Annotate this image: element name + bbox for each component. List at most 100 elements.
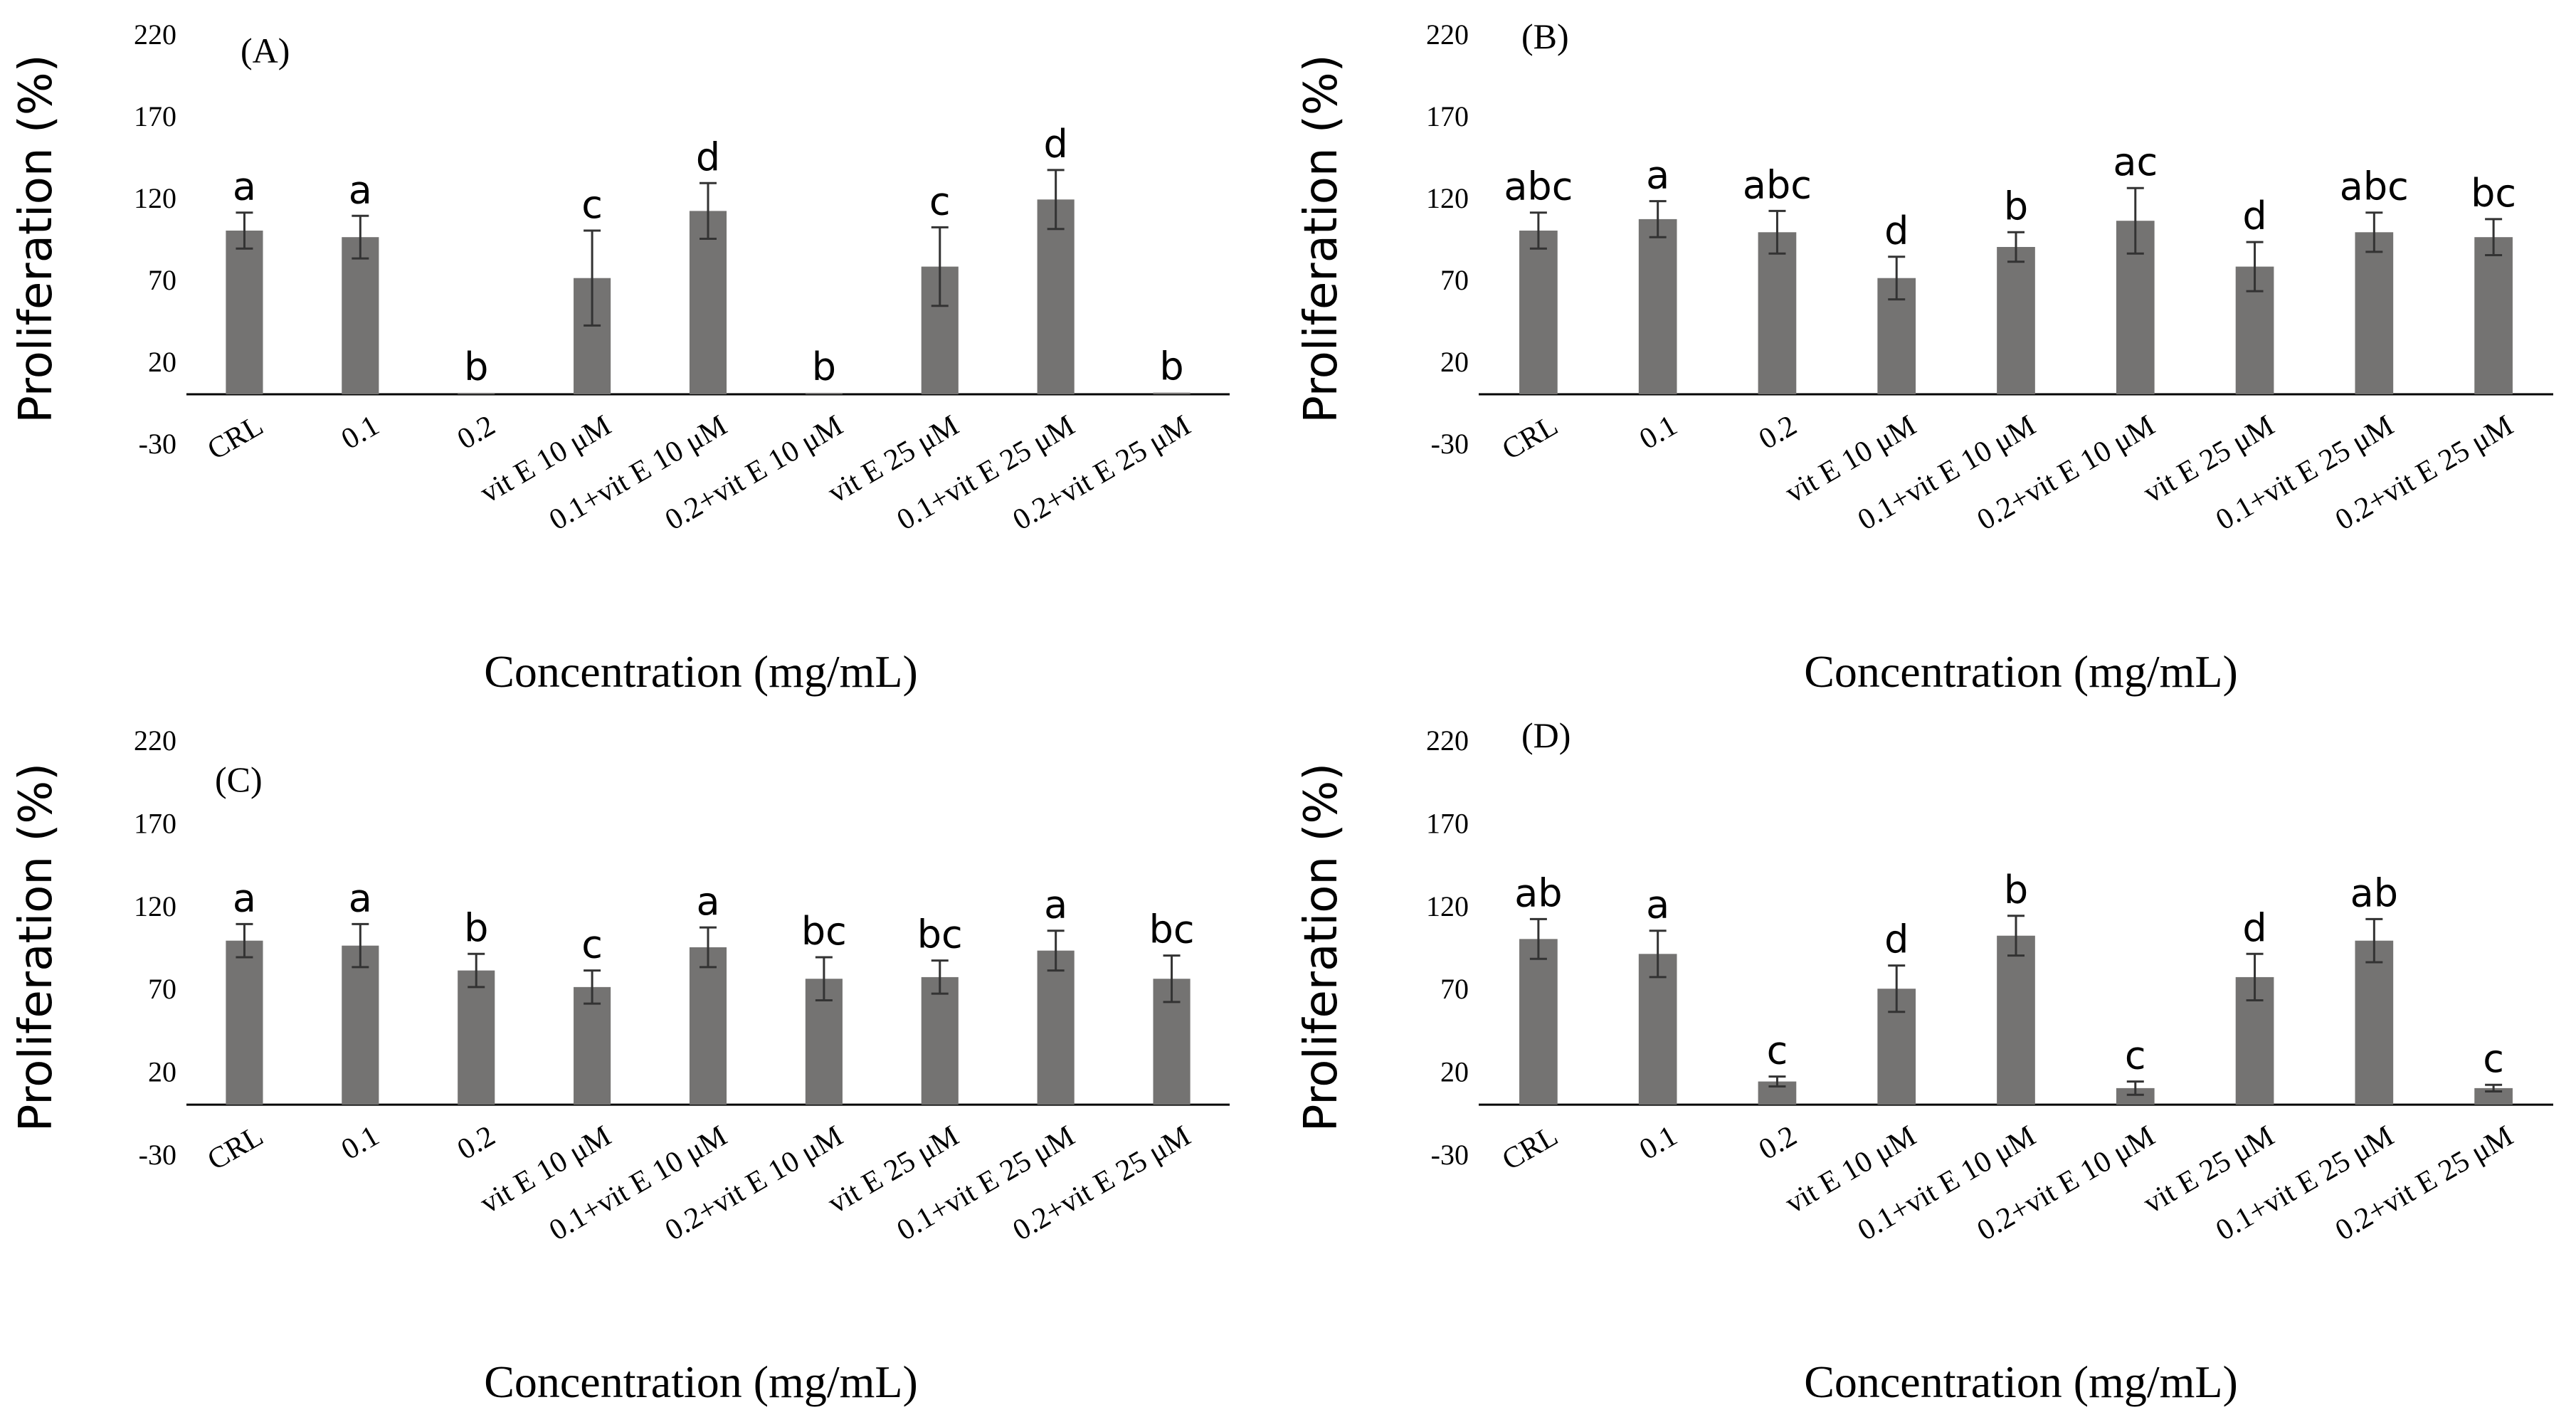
bar xyxy=(1997,247,2035,394)
y-tick-label: 170 xyxy=(134,807,176,839)
bar xyxy=(1519,939,1558,1105)
significance-letter: a xyxy=(1646,153,1669,198)
significance-letter: bc xyxy=(917,912,963,957)
panel-title: (A) xyxy=(241,31,290,70)
bar xyxy=(2355,232,2394,394)
significance-letter: a xyxy=(233,875,256,920)
bar xyxy=(2474,237,2513,394)
category-label: 0.1 xyxy=(1634,1120,1682,1166)
significance-letter: d xyxy=(1884,917,1909,962)
y-tick-label: 170 xyxy=(134,100,176,132)
y-tick-label: 170 xyxy=(1426,100,1469,132)
y-tick-label: 70 xyxy=(148,973,176,1005)
y-tick-label: 120 xyxy=(134,182,176,214)
bar xyxy=(574,986,611,1105)
significance-letter: b xyxy=(464,905,488,950)
y-tick-label: 220 xyxy=(134,19,176,51)
bar xyxy=(689,211,727,394)
significance-letter: abc xyxy=(1743,162,1812,207)
significance-letter: ac xyxy=(2113,139,2158,184)
category-label: 0.1 xyxy=(336,409,384,456)
category-label: 0.2 xyxy=(1753,1120,1802,1166)
panel-title: (D) xyxy=(1521,715,1571,755)
bar xyxy=(226,940,263,1105)
panel-title: (B) xyxy=(1521,16,1569,56)
y-tick-label: 20 xyxy=(148,1056,176,1088)
bar xyxy=(1037,950,1075,1105)
significance-letter: d xyxy=(2242,194,2266,238)
y-tick-label: 20 xyxy=(1440,346,1469,378)
category-label: 0.1 xyxy=(1634,409,1682,456)
bar xyxy=(2116,1087,2155,1105)
significance-letter: c xyxy=(2483,1036,2504,1081)
significance-letter: d xyxy=(2242,905,2266,950)
x-axis-label: Concentration (mg/mL) xyxy=(484,646,918,697)
bar xyxy=(458,970,495,1105)
y-axis-label: Proliferation (%) xyxy=(1295,763,1348,1132)
significance-letter: b xyxy=(2004,868,2028,912)
x-axis-label: Concentration (mg/mL) xyxy=(1804,1357,2238,1407)
category-label: 0.2 xyxy=(1753,409,1802,456)
bar xyxy=(921,976,959,1105)
y-tick-label: 120 xyxy=(134,890,176,922)
significance-letter: a xyxy=(1646,883,1669,927)
significance-letter: c xyxy=(581,922,603,967)
panel-title: (C) xyxy=(215,759,263,799)
y-tick-label: 70 xyxy=(148,264,176,296)
y-tick-label: -30 xyxy=(1431,428,1469,460)
significance-letter: ab xyxy=(1514,870,1562,915)
category-label: CRL xyxy=(1496,409,1563,467)
bar xyxy=(689,947,727,1105)
bar xyxy=(342,237,379,394)
y-tick-label: -30 xyxy=(1431,1139,1469,1171)
bar xyxy=(458,393,495,394)
y-tick-label: 20 xyxy=(1440,1056,1469,1088)
y-tick-label: -30 xyxy=(139,428,176,460)
bar xyxy=(805,393,843,394)
significance-letter: a xyxy=(1044,883,1067,927)
y-tick-label: 220 xyxy=(1426,725,1469,757)
significance-letter: bc xyxy=(801,909,847,954)
significance-letter: c xyxy=(929,179,951,223)
bar xyxy=(342,945,379,1105)
y-tick-label: 70 xyxy=(1440,973,1469,1005)
category-label: 0.2 xyxy=(452,1120,500,1166)
bar xyxy=(2355,940,2394,1105)
significance-letter: abc xyxy=(2340,164,2409,209)
significance-letter: a xyxy=(696,879,719,924)
significance-letter: bc xyxy=(1149,907,1195,952)
bar xyxy=(1153,392,1191,394)
y-tick-label: 120 xyxy=(1426,890,1469,922)
significance-letter: ab xyxy=(2350,870,2398,915)
significance-letter: d xyxy=(696,135,720,179)
category-label: 0.1 xyxy=(336,1120,384,1166)
significance-letter: a xyxy=(349,875,372,920)
category-label: CRL xyxy=(202,409,269,467)
y-tick-label: 220 xyxy=(134,725,176,757)
bar xyxy=(1997,935,2035,1105)
significance-letter: d xyxy=(1044,122,1068,167)
significance-letter: b xyxy=(2004,184,2028,228)
significance-letter: a xyxy=(349,167,372,212)
significance-letter: c xyxy=(581,182,603,227)
significance-letter: b xyxy=(1159,344,1183,389)
y-tick-label: 220 xyxy=(1426,19,1469,51)
significance-letter: b xyxy=(812,344,836,389)
significance-letter: b xyxy=(464,344,488,389)
bar xyxy=(1638,218,1677,394)
bar xyxy=(1638,954,1677,1105)
bar xyxy=(226,231,263,394)
significance-letter: bc xyxy=(2471,171,2516,216)
bar xyxy=(1519,231,1558,394)
category-label: CRL xyxy=(1496,1120,1563,1177)
y-axis-label: Proliferation (%) xyxy=(1295,54,1348,423)
y-axis-label: Proliferation (%) xyxy=(10,763,63,1132)
significance-letter: c xyxy=(2125,1033,2146,1078)
bar xyxy=(1758,232,1797,394)
y-axis-label: Proliferation (%) xyxy=(10,54,63,423)
